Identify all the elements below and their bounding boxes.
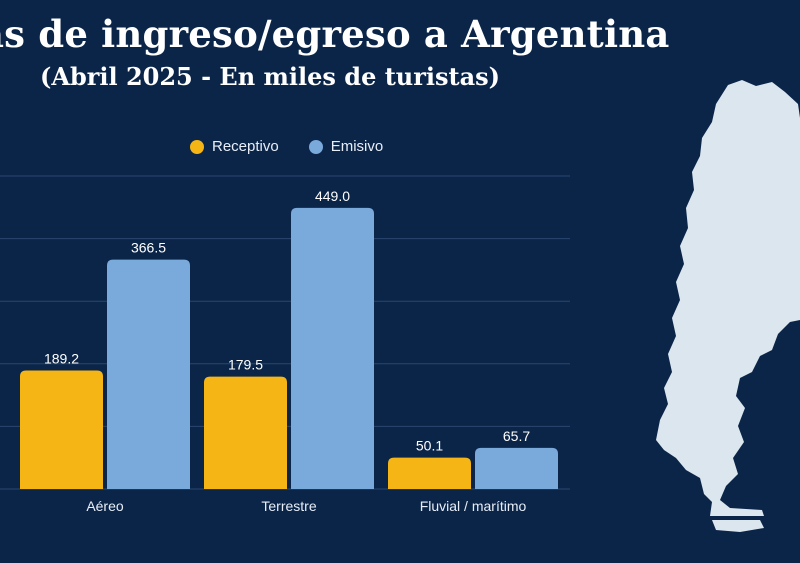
data-label-emisivo-0: 366.5: [131, 240, 166, 256]
bar-receptivo-0: [20, 370, 103, 489]
bar-emisivo-2: [475, 447, 558, 489]
legend-label-emisivo: Emisivo: [330, 138, 384, 155]
category-label-1: Terrestre: [261, 498, 316, 514]
bar-emisivo-0: [107, 259, 190, 489]
data-label-emisivo-2: 65.7: [503, 428, 530, 444]
category-label-0: Aéreo: [86, 498, 124, 514]
legend-item-emisivo: Emisivo: [308, 138, 384, 155]
bar-chart: 189.2 366.5 Aéreo 179.5 449.0 Terrestre 50.1 65…: [0, 175, 570, 514]
bar-receptivo-1: [204, 376, 287, 489]
chart-title: as de ingreso/egreso a Argentina: [0, 12, 670, 56]
category-label-2: Fluvial / marítimo: [420, 498, 527, 514]
data-label-receptivo-0: 189.2: [44, 351, 79, 367]
chart-subtitle: (Abril 2025 - En miles de turistas): [39, 62, 501, 91]
legend-item-receptivo: Receptivo: [190, 138, 279, 155]
argentina-map-shape: [656, 80, 800, 516]
bar-receptivo-2: [388, 457, 471, 489]
legend-swatch-emisivo: [308, 139, 323, 154]
tierra-del-fuego-shape: [712, 520, 764, 532]
legend: Receptivo Emisivo: [190, 138, 413, 155]
bar-emisivo-1: [291, 207, 374, 489]
legend-swatch-receptivo: [190, 139, 204, 154]
legend-label-receptivo: Receptivo: [212, 138, 279, 155]
data-label-receptivo-1: 179.5: [228, 357, 263, 373]
data-label-emisivo-1: 449.0: [315, 188, 350, 204]
data-label-receptivo-2: 50.1: [416, 438, 443, 454]
